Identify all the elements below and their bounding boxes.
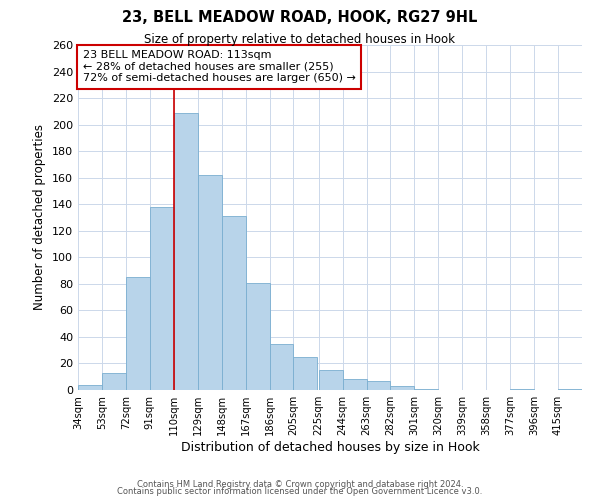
X-axis label: Distribution of detached houses by size in Hook: Distribution of detached houses by size … xyxy=(181,441,479,454)
Bar xyxy=(245,282,269,390)
Bar xyxy=(198,175,221,390)
Text: Size of property relative to detached houses in Hook: Size of property relative to detached ho… xyxy=(145,32,455,46)
Bar xyxy=(78,384,102,390)
Bar xyxy=(102,373,126,390)
Text: Contains public sector information licensed under the Open Government Licence v3: Contains public sector information licen… xyxy=(118,487,482,496)
Text: Contains HM Land Registry data © Crown copyright and database right 2024.: Contains HM Land Registry data © Crown c… xyxy=(137,480,463,489)
Text: 23, BELL MEADOW ROAD, HOOK, RG27 9HL: 23, BELL MEADOW ROAD, HOOK, RG27 9HL xyxy=(122,10,478,25)
Y-axis label: Number of detached properties: Number of detached properties xyxy=(34,124,46,310)
Bar xyxy=(174,112,198,390)
Bar xyxy=(367,380,391,390)
Bar xyxy=(391,386,415,390)
Bar xyxy=(510,388,534,390)
Bar xyxy=(319,370,343,390)
Bar xyxy=(126,277,150,390)
Text: 23 BELL MEADOW ROAD: 113sqm
← 28% of detached houses are smaller (255)
72% of se: 23 BELL MEADOW ROAD: 113sqm ← 28% of det… xyxy=(83,50,356,84)
Bar xyxy=(150,207,174,390)
Bar xyxy=(293,357,317,390)
Bar xyxy=(221,216,245,390)
Bar xyxy=(343,380,367,390)
Bar xyxy=(415,388,439,390)
Bar xyxy=(558,388,582,390)
Bar xyxy=(269,344,293,390)
